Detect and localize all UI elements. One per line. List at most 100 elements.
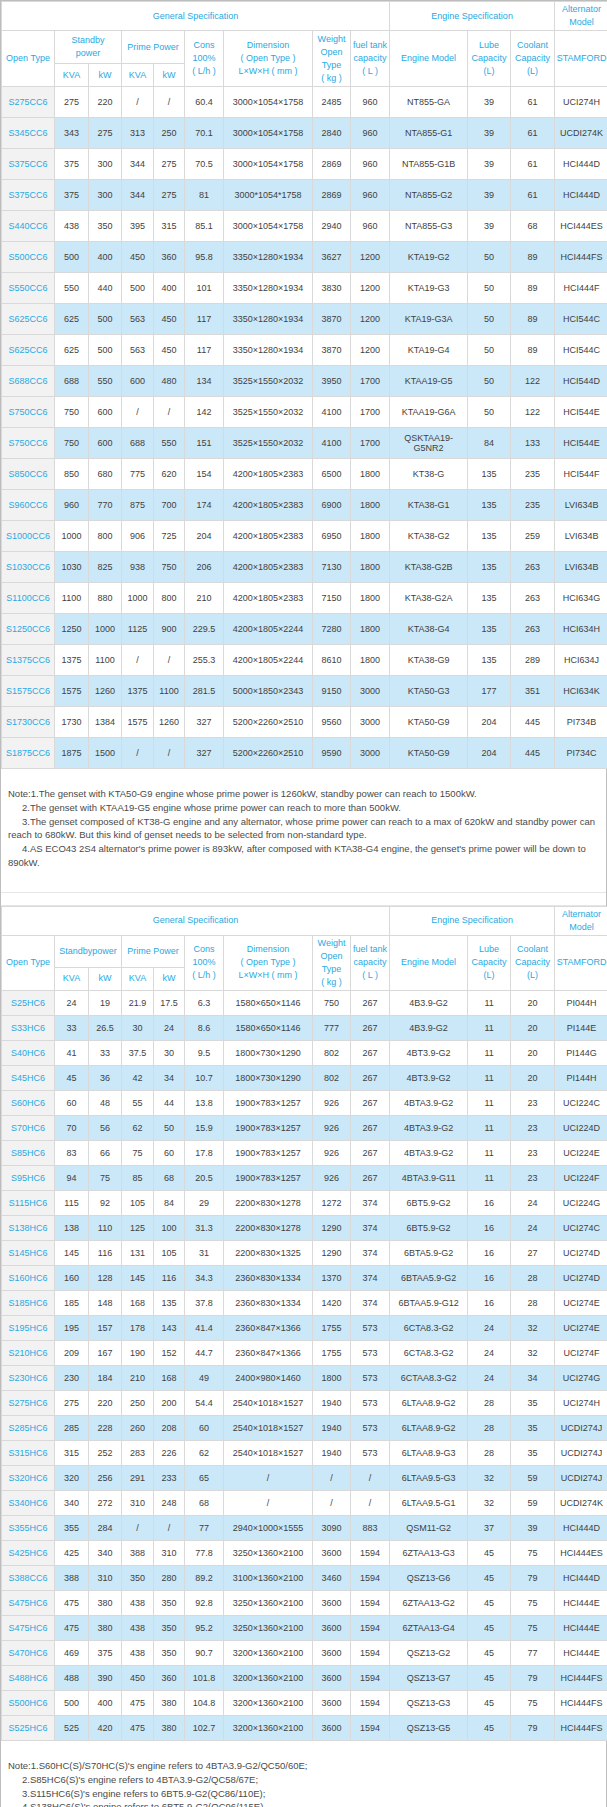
model-link[interactable]: S375CC6 xyxy=(2,180,55,211)
model-link[interactable]: S40HC6 xyxy=(2,1040,55,1065)
alternator-model-header: Alternator Model xyxy=(555,2,607,31)
model-link[interactable]: S750CC6 xyxy=(2,397,55,428)
cell-standby-kva: 24 xyxy=(55,990,89,1015)
cell-cons: 13.8 xyxy=(185,1090,224,1115)
model-link[interactable]: S500CC6 xyxy=(2,242,55,273)
cell-dimension: 3200×1360×2100 xyxy=(224,1640,313,1665)
spec-row: S60HC66048554413.81900×783×12579262674BT… xyxy=(2,1090,607,1115)
model-link[interactable]: S960CC6 xyxy=(2,490,55,521)
cell-engine-model: KTAA19-G5 xyxy=(390,366,468,397)
model-link[interactable]: S550CC6 xyxy=(2,273,55,304)
model-link[interactable]: S1875CC6 xyxy=(2,738,55,769)
model-link[interactable]: S138HC6 xyxy=(2,1215,55,1240)
cell-cons: 15.9 xyxy=(185,1115,224,1140)
model-link[interactable]: S1375CC6 xyxy=(2,645,55,676)
cell-coolant-capacity: 289 xyxy=(511,645,555,676)
cell-dimension: 2540×1018×1527 xyxy=(224,1415,313,1440)
cell-coolant-capacity: 23 xyxy=(511,1090,555,1115)
model-link[interactable]: S345CC6 xyxy=(2,118,55,149)
model-link[interactable]: S70HC6 xyxy=(2,1115,55,1140)
model-link[interactable]: S320HC6 xyxy=(2,1465,55,1490)
open-type-header: Open Type xyxy=(2,31,55,87)
cell-prime-kw: 100 xyxy=(154,1215,185,1240)
cell-standby-kva: 209 xyxy=(55,1340,89,1365)
model-link[interactable]: S340HC6 xyxy=(2,1490,55,1515)
model-link[interactable]: S1030CC6 xyxy=(2,552,55,583)
model-link[interactable]: S355HC6 xyxy=(2,1515,55,1540)
cell-standby-kw: 184 xyxy=(89,1365,122,1390)
cell-weight: 1755 xyxy=(313,1315,351,1340)
cell-coolant-capacity: 61 xyxy=(511,149,555,180)
cell-lube-capacity: 45 xyxy=(468,1640,511,1665)
model-link[interactable]: S625CC6 xyxy=(2,335,55,366)
model-link[interactable]: S1575CC6 xyxy=(2,676,55,707)
model-link[interactable]: S195HC6 xyxy=(2,1315,55,1340)
model-link[interactable]: S475HC6 xyxy=(2,1590,55,1615)
model-link[interactable]: S275HC6 xyxy=(2,1390,55,1415)
cell-cons: 255.3 xyxy=(185,645,224,676)
cell-standby-kva: 185 xyxy=(55,1290,89,1315)
model-link[interactable]: S25HC6 xyxy=(2,990,55,1015)
model-link[interactable]: S750CC6 xyxy=(2,428,55,459)
cell-alternator: HCI444FS xyxy=(555,1715,607,1740)
model-link[interactable]: S525HC6 xyxy=(2,1715,55,1740)
model-link[interactable]: S95HC6 xyxy=(2,1165,55,1190)
spec-row: S625CC66255005634501173350×1280×19343870… xyxy=(2,335,607,366)
model-link[interactable]: S488HC6 xyxy=(2,1665,55,1690)
cell-weight: 3870 xyxy=(313,304,351,335)
model-link[interactable]: S625CC6 xyxy=(2,304,55,335)
model-link[interactable]: S500HC6 xyxy=(2,1690,55,1715)
model-link[interactable]: S470HC6 xyxy=(2,1640,55,1665)
cell-prime-kw: 800 xyxy=(154,583,185,614)
cell-engine-model: QSZ13-G7 xyxy=(390,1665,468,1690)
model-link[interactable]: S1100CC6 xyxy=(2,583,55,614)
cell-fuel-tank: 1594 xyxy=(351,1715,390,1740)
model-link[interactable]: S185HC6 xyxy=(2,1290,55,1315)
model-link[interactable]: S230HC6 xyxy=(2,1365,55,1390)
model-link[interactable]: S285HC6 xyxy=(2,1415,55,1440)
model-link[interactable]: S388CC6 xyxy=(2,1565,55,1590)
model-link[interactable]: S425HC6 xyxy=(2,1540,55,1565)
spec-row: S1730CC617301384157512603275200×2260×251… xyxy=(2,707,607,738)
cell-weight: 3600 xyxy=(313,1540,351,1565)
model-link[interactable]: S1250CC6 xyxy=(2,614,55,645)
cell-engine-model: 4BT3.9-G2 xyxy=(390,1040,468,1065)
cell-engine-model: 6BTA5.9-G2 xyxy=(390,1240,468,1265)
model-link[interactable]: S1730CC6 xyxy=(2,707,55,738)
model-link[interactable]: S145HC6 xyxy=(2,1240,55,1265)
model-link[interactable]: S475HC6 xyxy=(2,1615,55,1640)
model-link[interactable]: S60HC6 xyxy=(2,1090,55,1115)
model-link[interactable]: S115HC6 xyxy=(2,1190,55,1215)
model-link[interactable]: S275CC6 xyxy=(2,87,55,118)
cell-coolant-capacity: 59 xyxy=(511,1465,555,1490)
cell-standby-kw: 220 xyxy=(89,87,122,118)
model-link[interactable]: S210HC6 xyxy=(2,1340,55,1365)
header-row: Open Type Standbypower Prime Power Cons … xyxy=(2,935,607,967)
cell-dimension: 3000×1054×1758 xyxy=(224,149,313,180)
model-link[interactable]: S85HC6 xyxy=(2,1140,55,1165)
model-link[interactable]: S160HC6 xyxy=(2,1265,55,1290)
model-link[interactable]: S1000CC6 xyxy=(2,521,55,552)
cell-standby-kw: 440 xyxy=(89,273,122,304)
model-link[interactable]: S375CC6 xyxy=(2,149,55,180)
cell-fuel-tank: / xyxy=(351,1465,390,1490)
cell-lube-capacity: 24 xyxy=(468,1340,511,1365)
model-link[interactable]: S688CC6 xyxy=(2,366,55,397)
model-link[interactable]: S33HC6 xyxy=(2,1015,55,1040)
cell-dimension: 2360×847×1366 xyxy=(224,1340,313,1365)
model-link[interactable]: S45HC6 xyxy=(2,1065,55,1090)
model-link[interactable]: S440CC6 xyxy=(2,211,55,242)
cell-alternator: LVI634B xyxy=(555,490,607,521)
cell-dimension: 3200×1360×2100 xyxy=(224,1690,313,1715)
model-link[interactable]: S315HC6 xyxy=(2,1440,55,1465)
cell-cons: 134 xyxy=(185,366,224,397)
model-link[interactable]: S850CC6 xyxy=(2,459,55,490)
cell-prime-kw: / xyxy=(154,1515,185,1540)
spec-row: S440CC643835039531585.13000×1054×1758294… xyxy=(2,211,607,242)
cell-lube-capacity: 45 xyxy=(468,1540,511,1565)
cell-fuel-tank: 267 xyxy=(351,1115,390,1140)
engine-spec-header: Engine Specification xyxy=(390,906,555,935)
cell-lube-capacity: 28 xyxy=(468,1415,511,1440)
cell-coolant-capacity: 61 xyxy=(511,87,555,118)
cell-engine-model: 6ZTAA13-G2 xyxy=(390,1590,468,1615)
